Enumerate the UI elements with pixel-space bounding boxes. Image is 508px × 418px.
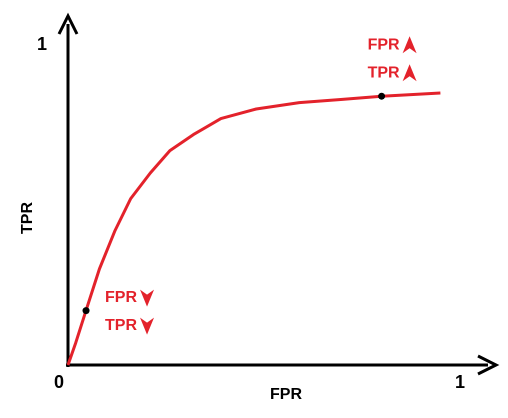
annotation: FPR [105,289,137,306]
trend-arrow [140,289,155,307]
y-tick-label: 1 [37,34,47,54]
x-tick-label: 1 [455,372,465,392]
x-tick-label: 0 [54,372,64,392]
x-axis-arrow [477,354,500,376]
point [378,92,386,100]
annotation: TPR [105,317,137,334]
trend-arrow [402,36,417,54]
y-axis-title: TPR [19,202,36,234]
trend-arrow [402,64,417,82]
annotation: TPR [368,64,400,81]
y-axis-arrow [57,12,79,35]
trend-arrow [140,317,155,335]
point [82,307,90,315]
x-axis-title: FPR [270,386,302,403]
roc-curve [66,91,441,366]
annotation: FPR [368,36,400,53]
